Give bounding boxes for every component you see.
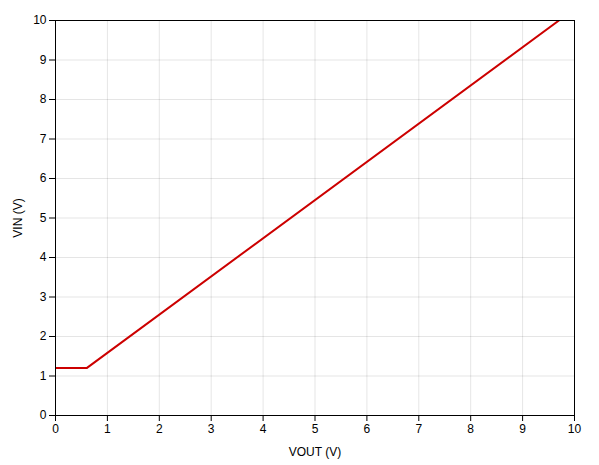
svg-text:5: 5 <box>312 422 319 436</box>
svg-text:6: 6 <box>40 171 47 185</box>
svg-text:4: 4 <box>260 422 267 436</box>
svg-text:0: 0 <box>52 422 59 436</box>
svg-text:VOUT (V): VOUT (V) <box>289 445 341 459</box>
svg-text:5: 5 <box>40 211 47 225</box>
svg-text:8: 8 <box>40 92 47 106</box>
svg-text:9: 9 <box>519 422 526 436</box>
svg-text:7: 7 <box>415 422 422 436</box>
svg-text:8: 8 <box>467 422 474 436</box>
svg-text:0: 0 <box>40 408 47 422</box>
svg-text:4: 4 <box>40 250 47 264</box>
svg-text:10: 10 <box>568 422 582 436</box>
svg-text:1: 1 <box>40 369 47 383</box>
svg-text:2: 2 <box>156 422 163 436</box>
svg-text:1: 1 <box>104 422 111 436</box>
svg-text:3: 3 <box>208 422 215 436</box>
svg-text:VIN (V): VIN (V) <box>11 198 25 237</box>
svg-text:7: 7 <box>40 132 47 146</box>
svg-text:9: 9 <box>40 53 47 67</box>
svg-text:2: 2 <box>40 329 47 343</box>
svg-text:3: 3 <box>40 290 47 304</box>
svg-text:10: 10 <box>33 13 47 27</box>
svg-text:6: 6 <box>364 422 371 436</box>
